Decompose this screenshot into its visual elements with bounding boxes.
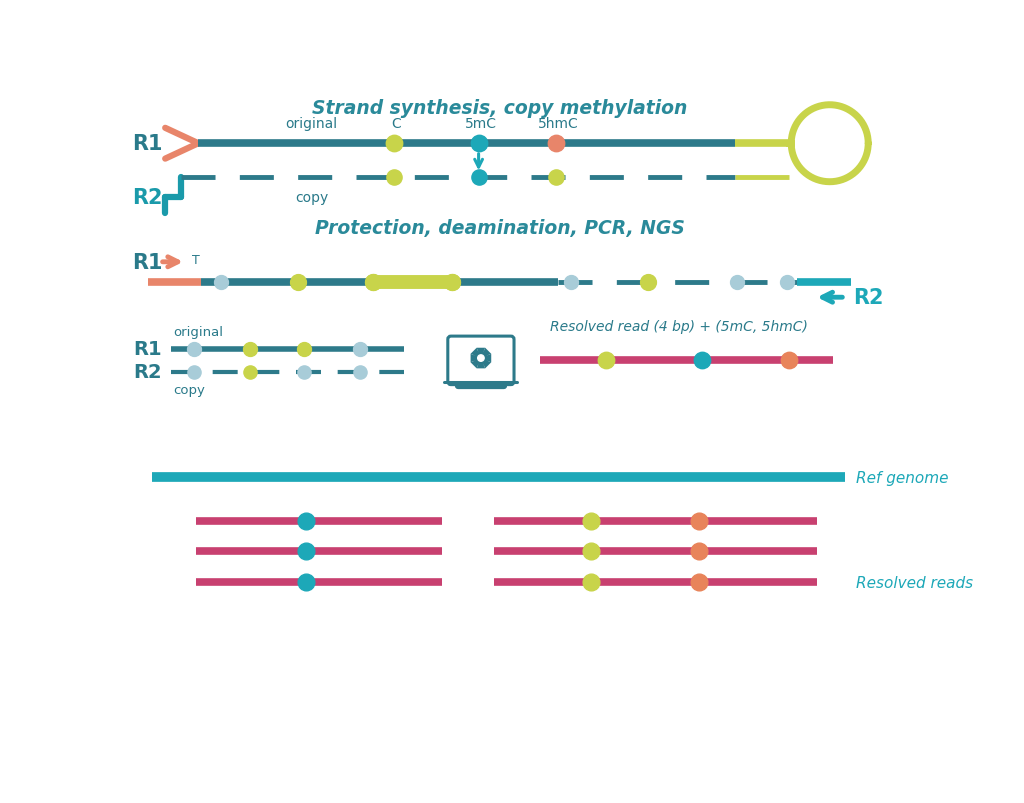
Point (386, 137, 402, 150)
Point (290, 276, 306, 289)
Text: original: original (286, 117, 338, 131)
Point (298, 545, 314, 558)
Text: R2: R2 (133, 363, 162, 382)
Point (298, 515, 314, 528)
Point (386, 172, 402, 185)
Point (778, 276, 795, 289)
Circle shape (474, 352, 487, 365)
Polygon shape (471, 361, 478, 369)
Point (365, 276, 381, 289)
Point (640, 276, 656, 289)
Point (548, 137, 564, 150)
Text: Protection, deamination, PCR, NGS: Protection, deamination, PCR, NGS (315, 219, 685, 238)
Point (352, 343, 369, 356)
Point (242, 343, 258, 356)
Point (690, 545, 707, 558)
Polygon shape (483, 349, 492, 356)
Text: copy: copy (173, 384, 205, 397)
Point (729, 276, 745, 289)
Point (583, 545, 599, 558)
Point (365, 276, 381, 289)
Point (470, 137, 486, 150)
Circle shape (477, 356, 484, 362)
Point (470, 172, 486, 185)
Polygon shape (471, 354, 475, 363)
Point (583, 515, 599, 528)
Point (242, 366, 258, 379)
Text: R1: R1 (133, 340, 162, 359)
Polygon shape (471, 349, 478, 356)
Text: R1: R1 (132, 252, 163, 272)
Point (352, 366, 369, 379)
Point (185, 343, 202, 356)
Point (213, 276, 229, 289)
Point (598, 354, 614, 367)
Point (690, 576, 707, 589)
Point (296, 366, 312, 379)
Polygon shape (476, 349, 485, 353)
Text: Ref genome: Ref genome (856, 471, 948, 485)
Point (296, 343, 312, 356)
Point (298, 576, 314, 589)
Point (563, 276, 580, 289)
Point (780, 354, 797, 367)
Text: C: C (391, 117, 401, 131)
Text: 5hmC: 5hmC (538, 117, 579, 131)
Point (444, 276, 461, 289)
Text: R2: R2 (132, 188, 163, 208)
Point (548, 172, 564, 185)
Point (185, 366, 202, 379)
Point (693, 354, 710, 367)
Polygon shape (487, 354, 492, 363)
Text: R2: R2 (853, 287, 884, 308)
Text: original: original (173, 325, 223, 338)
Polygon shape (483, 361, 492, 369)
Text: Resolved read (4 bp) + (5mC, 5hmC): Resolved read (4 bp) + (5mC, 5hmC) (550, 320, 808, 333)
Polygon shape (476, 365, 485, 369)
Text: Strand synthesis, copy methylation: Strand synthesis, copy methylation (312, 100, 688, 118)
Point (444, 276, 461, 289)
Text: Resolved reads: Resolved reads (856, 575, 973, 590)
Text: T: T (193, 254, 200, 267)
Text: R1: R1 (132, 134, 163, 154)
Point (583, 576, 599, 589)
Text: copy: copy (295, 191, 328, 205)
Point (690, 515, 707, 528)
Text: 5mC: 5mC (465, 117, 497, 131)
